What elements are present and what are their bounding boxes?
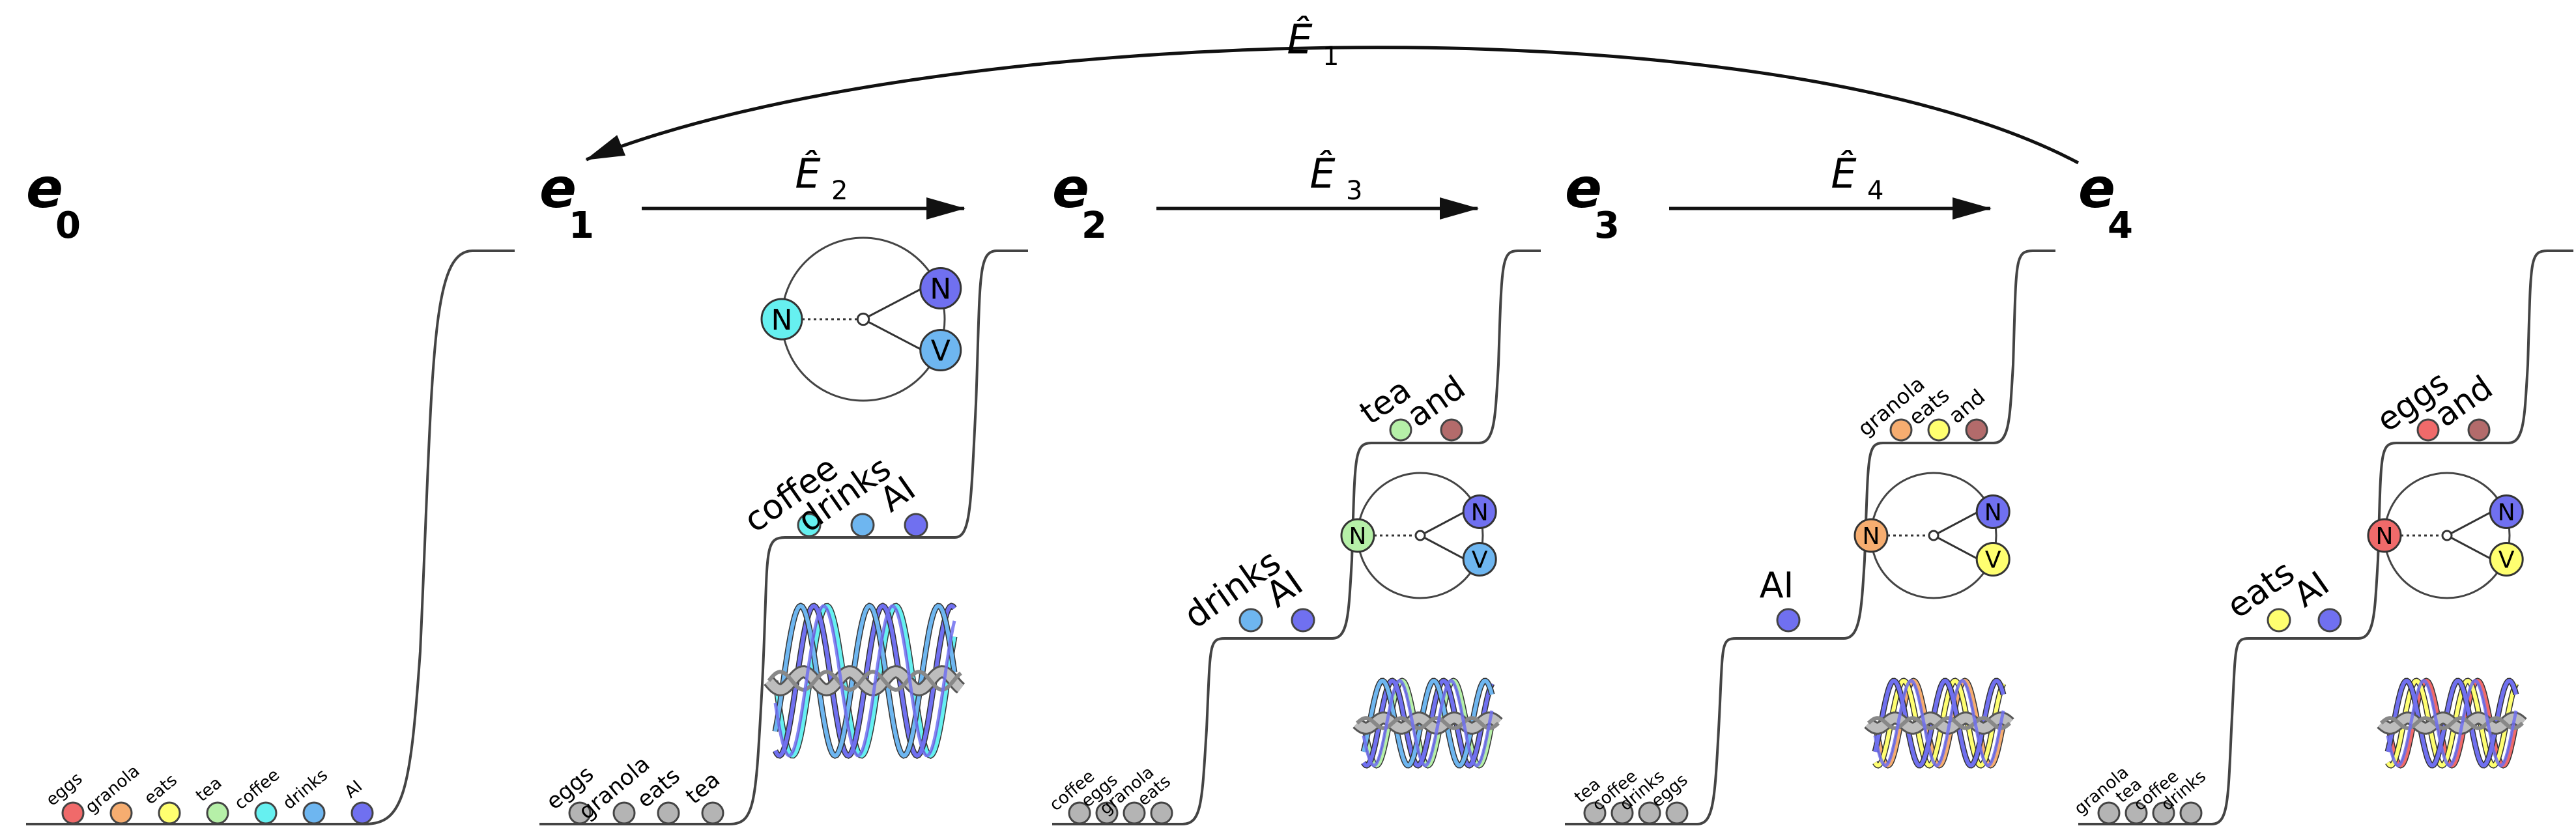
svg-text:4: 4 bbox=[2108, 205, 2133, 247]
svg-text:N: N bbox=[1349, 523, 1367, 550]
token-eats: eats bbox=[141, 770, 181, 825]
svg-text:e: e bbox=[2078, 156, 2115, 220]
token-granola: granola bbox=[81, 762, 143, 825]
parse-node-v: V bbox=[1975, 541, 2011, 577]
svg-text:N: N bbox=[1471, 499, 1489, 526]
svg-text:Ê: Ê bbox=[795, 150, 821, 197]
svg-text:AI: AI bbox=[2287, 564, 2336, 615]
svg-text:tea: tea bbox=[192, 773, 226, 806]
energy-curve-e4 bbox=[2078, 250, 2573, 825]
svg-text:3: 3 bbox=[1594, 205, 1620, 247]
svg-text:eats: eats bbox=[141, 770, 181, 808]
svg-text:2: 2 bbox=[1081, 205, 1107, 247]
svg-text:0: 0 bbox=[55, 205, 81, 247]
parse-node-v: V bbox=[919, 329, 962, 371]
svg-text:V: V bbox=[1472, 547, 1488, 573]
svg-text:N: N bbox=[1863, 523, 1880, 550]
panel2-wave-illustration bbox=[1352, 678, 1503, 769]
svg-text:1: 1 bbox=[569, 205, 594, 247]
operator-label-e1: Ê 1 bbox=[1287, 16, 1339, 72]
token-ai: AI bbox=[341, 777, 374, 825]
state-label-e1: e 1 bbox=[539, 156, 594, 247]
state-label-e3: e 3 bbox=[1565, 156, 1620, 247]
token-tea: tea bbox=[681, 767, 725, 825]
panel3-parse-circle: NNV bbox=[1853, 472, 2011, 599]
parse-node-n: N bbox=[1462, 494, 1497, 530]
svg-text:N: N bbox=[771, 304, 793, 337]
token-coffee: coffee bbox=[231, 765, 283, 825]
state-label-e4: e 4 bbox=[2078, 156, 2133, 247]
parse-node-n: N bbox=[1975, 494, 2011, 530]
svg-text:tea: tea bbox=[681, 767, 725, 810]
token-ai: AI bbox=[1760, 565, 1801, 633]
operator-label-e4: Ê 4 bbox=[1831, 150, 1883, 206]
svg-text:e: e bbox=[1052, 156, 1089, 220]
parse-node-n: N bbox=[2489, 494, 2524, 530]
svg-text:2: 2 bbox=[831, 176, 848, 206]
energy-curve-e0 bbox=[26, 250, 515, 825]
panel3-wave-illustration bbox=[1864, 678, 2014, 769]
svg-text:e: e bbox=[26, 156, 63, 220]
parse-node-n: N bbox=[1340, 518, 1375, 553]
svg-text:Ê: Ê bbox=[1309, 150, 1336, 197]
svg-text:Ê: Ê bbox=[1831, 150, 1857, 197]
svg-text:N: N bbox=[1984, 499, 2002, 526]
energy-curve-e1 bbox=[539, 250, 1028, 825]
parse-node-n: N bbox=[919, 267, 962, 309]
operator-arrow-e1 bbox=[585, 46, 2080, 165]
panel4-wave-illustration bbox=[2377, 678, 2527, 769]
token-ai: AI bbox=[2287, 564, 2342, 633]
svg-text:Ê: Ê bbox=[1287, 16, 1313, 63]
token-and: and bbox=[1944, 384, 1990, 442]
token-drinks: drinks bbox=[279, 765, 332, 825]
token-eats: eats bbox=[2220, 553, 2302, 633]
svg-text:e: e bbox=[539, 156, 577, 220]
svg-text:V: V bbox=[1985, 547, 2001, 573]
panel2-parse-circle: NNV bbox=[1340, 472, 1497, 599]
svg-text:N: N bbox=[2498, 499, 2515, 526]
parse-node-n: N bbox=[760, 298, 803, 341]
token-tea: tea bbox=[192, 773, 229, 825]
panel1-parse-circle: NNV bbox=[760, 236, 962, 402]
state-label-e2: e 2 bbox=[1052, 156, 1107, 247]
svg-text:V: V bbox=[931, 334, 951, 367]
svg-text:AI: AI bbox=[1760, 565, 1794, 606]
svg-text:4: 4 bbox=[1867, 176, 1883, 206]
parse-node-n: N bbox=[2367, 518, 2402, 553]
operator-label-e2: Ê 2 bbox=[795, 150, 848, 206]
state-label-e0: e 0 bbox=[26, 156, 81, 247]
svg-text:N: N bbox=[2376, 523, 2394, 550]
svg-text:N: N bbox=[930, 272, 951, 306]
svg-text:e: e bbox=[1565, 156, 1602, 220]
panel1-wave-illustration bbox=[764, 603, 966, 759]
parse-node-n: N bbox=[1853, 518, 1889, 553]
token-eggs: eggs bbox=[42, 769, 86, 825]
parse-node-v: V bbox=[2489, 541, 2524, 577]
parse-node-v: V bbox=[1462, 541, 1497, 577]
svg-text:1: 1 bbox=[1323, 42, 1339, 72]
panel4-parse-circle: NNV bbox=[2367, 472, 2524, 599]
operator-label-e3: Ê 3 bbox=[1309, 150, 1362, 206]
svg-text:AI: AI bbox=[341, 777, 366, 802]
svg-text:3: 3 bbox=[1346, 176, 1362, 206]
svg-text:V: V bbox=[2498, 547, 2515, 573]
panel3-middle-tokens: AI bbox=[1760, 565, 1801, 633]
